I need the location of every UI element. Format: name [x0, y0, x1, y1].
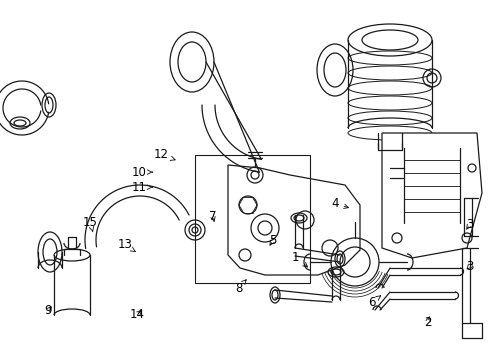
- Text: 3: 3: [465, 260, 472, 273]
- Text: 10: 10: [132, 166, 152, 179]
- Text: 12: 12: [154, 148, 175, 161]
- Text: 8: 8: [234, 280, 246, 294]
- Polygon shape: [381, 133, 481, 258]
- Text: 3: 3: [465, 219, 472, 231]
- Text: 7: 7: [208, 210, 216, 222]
- Text: 9: 9: [44, 304, 52, 317]
- Polygon shape: [227, 165, 359, 275]
- Text: 14: 14: [129, 309, 144, 321]
- Text: 11: 11: [132, 181, 152, 194]
- Text: 5: 5: [268, 234, 276, 247]
- Bar: [195, 155, 309, 283]
- Text: 4: 4: [330, 197, 348, 210]
- Text: 1: 1: [291, 251, 307, 267]
- Text: 15: 15: [83, 216, 98, 232]
- Text: 2: 2: [423, 316, 431, 329]
- Text: 13: 13: [117, 238, 135, 252]
- Text: 6: 6: [367, 296, 380, 309]
